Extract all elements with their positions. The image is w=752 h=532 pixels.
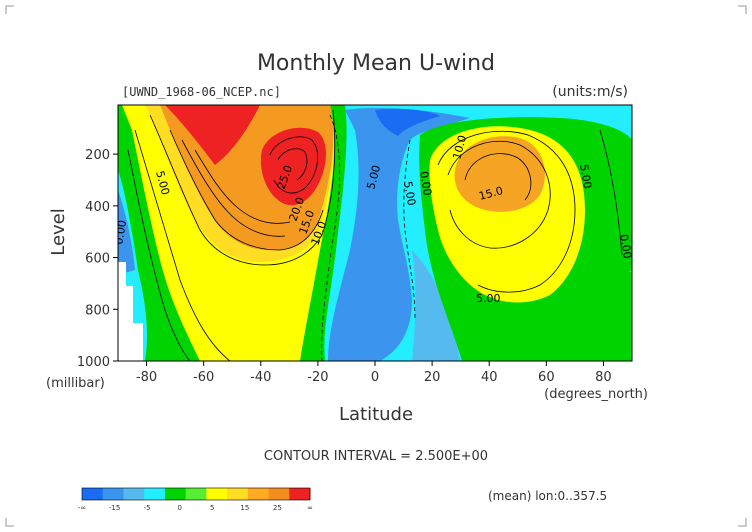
contour-label: 5.00	[577, 163, 594, 189]
y-axis-ticks: 200 400 600 800 1000	[77, 148, 118, 370]
colorbar-label: 5	[210, 504, 214, 512]
region-blue-easterly	[328, 107, 470, 361]
region-blue-southpole	[118, 190, 135, 275]
contour-label: 5.00	[476, 292, 501, 305]
colorbar-swatch	[247, 488, 270, 500]
colorbar-swatch	[185, 488, 207, 500]
x-tick-label: 0	[371, 370, 379, 385]
region-red-highlat-jet	[165, 105, 260, 165]
contour-label: 0.00	[617, 233, 634, 259]
y-tick-label: 400	[85, 200, 110, 215]
colorbar-swatch	[268, 488, 290, 500]
colorbar-label: 25	[273, 504, 282, 512]
colorbar-swatch	[227, 488, 249, 500]
x-tick-label: 40	[481, 370, 498, 385]
colorbar	[81, 487, 311, 501]
region-red-subtropical-jet	[260, 127, 326, 206]
region-orange-north	[454, 136, 545, 212]
contour-interval-text: CONTOUR INTERVAL = 2.500E+00	[264, 449, 488, 464]
colorbar-swatch	[123, 488, 145, 500]
contour-label: 15.0	[477, 184, 504, 203]
colorbar-frame	[81, 487, 311, 501]
colorbar-swatch	[102, 488, 124, 500]
contour-label: 0.00	[417, 170, 434, 196]
missing-data-block	[118, 262, 143, 361]
x-tick-label: -40	[250, 370, 271, 385]
contour-field: 25.0 20.0 15.0 10.0 5.00 0.00 10.0 15.0 …	[112, 105, 634, 361]
x-tick-label: 60	[538, 370, 555, 385]
colorbar-swatch	[82, 488, 104, 500]
corner-marks	[5, 5, 747, 527]
units-label: (units:m/s)	[552, 84, 628, 100]
x-tick-label: 80	[595, 370, 612, 385]
y-tick-label: 1000	[77, 355, 110, 370]
x-axis-ticks: -80 -60 -40 -20 0 20 40 60 80	[136, 361, 612, 385]
file-label: [UWND_1968-06_NCEP.nc]	[122, 85, 281, 99]
contour-label: 5.00	[401, 180, 418, 206]
contour-lines	[127, 109, 623, 361]
colorbar-label: -15	[109, 504, 120, 512]
colorbar-swatch	[206, 488, 228, 500]
colorbar-swatch	[164, 488, 187, 500]
x-tick-label: -20	[307, 370, 328, 385]
contour-label: 0.00	[112, 219, 129, 245]
x-tick-label: 20	[424, 370, 441, 385]
x-tick-label: -80	[136, 370, 157, 385]
region-mid-blue	[412, 250, 460, 361]
y-tick-label: 600	[85, 252, 110, 267]
x-tick-label: -60	[193, 370, 214, 385]
y-tick-label: 800	[85, 303, 110, 318]
contour-label: 5.00	[364, 164, 383, 191]
chart-title: Monthly Mean U-wind	[257, 51, 495, 76]
y-axis-units: (millibar)	[46, 376, 105, 391]
mean-text: (mean) lon:0..357.5	[488, 489, 607, 503]
region-deep-blue	[375, 108, 440, 136]
contour-label: 10.0	[450, 134, 469, 161]
x-axis-label: Latitude	[339, 404, 413, 425]
colorbar-swatch	[289, 488, 311, 500]
colorbar-label: -5	[144, 504, 151, 512]
colorbar-label: 0	[177, 504, 181, 512]
y-axis-label: Level	[48, 208, 69, 256]
colorbar-label: -∞	[78, 504, 86, 512]
colorbar-label: 15	[240, 504, 249, 512]
colorbar-labels: -∞ -15 -5 0 5 15 25 ∞	[78, 504, 313, 512]
x-axis-units: (degrees_north)	[544, 387, 648, 402]
y-tick-label: 200	[85, 148, 110, 163]
colorbar-swatch	[144, 488, 166, 500]
contour-label: 5.00	[153, 169, 172, 196]
colorbar-label: ∞	[307, 504, 313, 512]
